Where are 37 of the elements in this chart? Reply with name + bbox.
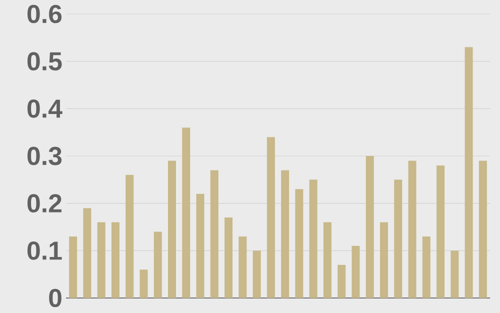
- y-tick-label: 0.3: [28, 146, 62, 166]
- bar: [252, 250, 261, 298]
- bar: [111, 222, 120, 298]
- bar: [366, 156, 374, 298]
- bar: [295, 189, 304, 298]
- bar: [338, 264, 346, 298]
- bar: [394, 180, 402, 298]
- bar: [408, 160, 416, 298]
- bar: [422, 236, 430, 298]
- y-tick-label: 0.5: [28, 52, 62, 70]
- bar: [154, 232, 162, 298]
- y-tick-label: 0.4: [28, 99, 62, 118]
- bar: [69, 236, 78, 298]
- bar: [97, 222, 106, 298]
- bar: [436, 165, 445, 298]
- bar: [281, 170, 290, 298]
- bar: [168, 160, 176, 298]
- bar: [238, 236, 247, 298]
- bar: [309, 180, 318, 298]
- bar: [210, 170, 218, 298]
- bar: [140, 270, 148, 298]
- bar: [450, 250, 459, 298]
- bar: [323, 222, 332, 298]
- bar: [352, 246, 360, 298]
- y-tick-label: 0: [49, 288, 62, 308]
- bar: [83, 208, 92, 298]
- bar: [478, 160, 487, 298]
- bar: [380, 222, 388, 298]
- bar: [266, 137, 275, 298]
- y-tick-label: 0.6: [28, 4, 62, 24]
- bar: [196, 194, 204, 298]
- y-tick-label: 0.1: [28, 241, 62, 260]
- bar: [464, 47, 473, 298]
- bar: [182, 128, 190, 298]
- y-tick-label: 0.2: [28, 194, 62, 212]
- bar: [126, 174, 134, 298]
- bar: [224, 218, 233, 298]
